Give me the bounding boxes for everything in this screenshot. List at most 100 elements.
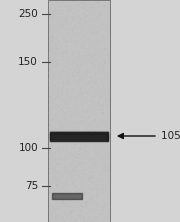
Point <box>94 139 97 142</box>
Point <box>103 75 106 78</box>
Point <box>55 205 58 208</box>
Point <box>59 171 62 174</box>
Point <box>92 122 95 125</box>
Point <box>90 209 93 213</box>
Point <box>95 195 98 199</box>
Point <box>63 209 66 213</box>
Point <box>59 194 62 198</box>
Point <box>50 77 52 80</box>
Point <box>106 176 109 179</box>
Point <box>97 70 100 74</box>
Point <box>99 191 102 195</box>
Point <box>95 12 98 16</box>
Point <box>57 113 60 117</box>
Point <box>87 29 90 33</box>
Point <box>100 211 103 215</box>
Point <box>61 113 64 117</box>
Point <box>82 182 85 185</box>
Point <box>107 191 110 195</box>
Point <box>82 20 85 24</box>
Point <box>87 92 90 95</box>
Point <box>74 96 77 99</box>
Point <box>57 82 60 86</box>
Point <box>55 66 58 70</box>
Point <box>89 96 92 100</box>
Point <box>74 50 77 54</box>
Point <box>56 127 59 131</box>
Point <box>99 184 102 188</box>
Point <box>72 35 75 38</box>
Point <box>71 143 74 146</box>
Point <box>96 175 99 179</box>
Point <box>48 203 51 206</box>
Point <box>104 148 107 152</box>
Point <box>104 152 107 156</box>
Point <box>49 66 52 69</box>
Point <box>91 148 94 151</box>
Point <box>75 105 78 108</box>
Point <box>59 107 62 111</box>
Point <box>58 81 61 85</box>
Point <box>94 130 96 133</box>
Point <box>80 8 82 11</box>
Point <box>102 22 105 26</box>
Point <box>66 123 69 126</box>
Point <box>64 112 67 116</box>
Point <box>72 51 75 54</box>
Point <box>98 4 101 8</box>
Point <box>48 55 51 59</box>
Point <box>65 171 68 175</box>
Point <box>84 202 87 205</box>
Point <box>68 16 71 19</box>
Point <box>64 194 66 198</box>
Point <box>68 108 71 112</box>
Point <box>62 70 65 73</box>
Point <box>69 213 72 217</box>
Point <box>82 175 84 179</box>
Point <box>64 79 67 82</box>
Point <box>102 104 105 107</box>
Point <box>90 55 93 58</box>
Point <box>81 58 84 62</box>
Point <box>59 172 62 176</box>
Point <box>108 99 111 102</box>
Point <box>55 181 58 185</box>
Point <box>87 12 89 15</box>
Point <box>63 201 66 205</box>
Point <box>79 106 82 109</box>
Point <box>71 28 74 31</box>
Point <box>80 17 82 21</box>
Point <box>97 7 100 11</box>
Point <box>72 32 75 36</box>
Point <box>100 139 103 143</box>
Point <box>89 52 92 56</box>
Point <box>99 162 102 166</box>
Point <box>89 156 92 160</box>
Point <box>94 28 97 32</box>
Point <box>93 188 96 192</box>
Point <box>51 71 54 74</box>
Point <box>58 52 61 55</box>
Point <box>107 168 110 172</box>
Point <box>106 210 109 213</box>
Point <box>71 194 74 197</box>
Point <box>99 62 102 65</box>
Point <box>105 78 108 81</box>
Point <box>86 95 89 99</box>
Point <box>68 107 71 111</box>
Point <box>95 105 98 109</box>
Point <box>60 124 63 127</box>
Point <box>85 135 88 139</box>
Point <box>57 151 59 155</box>
Point <box>87 97 90 100</box>
Point <box>62 46 65 50</box>
Point <box>90 167 93 170</box>
Point <box>76 90 79 94</box>
Point <box>50 113 52 116</box>
Point <box>85 161 88 165</box>
Point <box>50 59 53 63</box>
Point <box>79 19 82 22</box>
Point <box>53 72 56 76</box>
Point <box>96 166 99 170</box>
Point <box>106 89 109 92</box>
